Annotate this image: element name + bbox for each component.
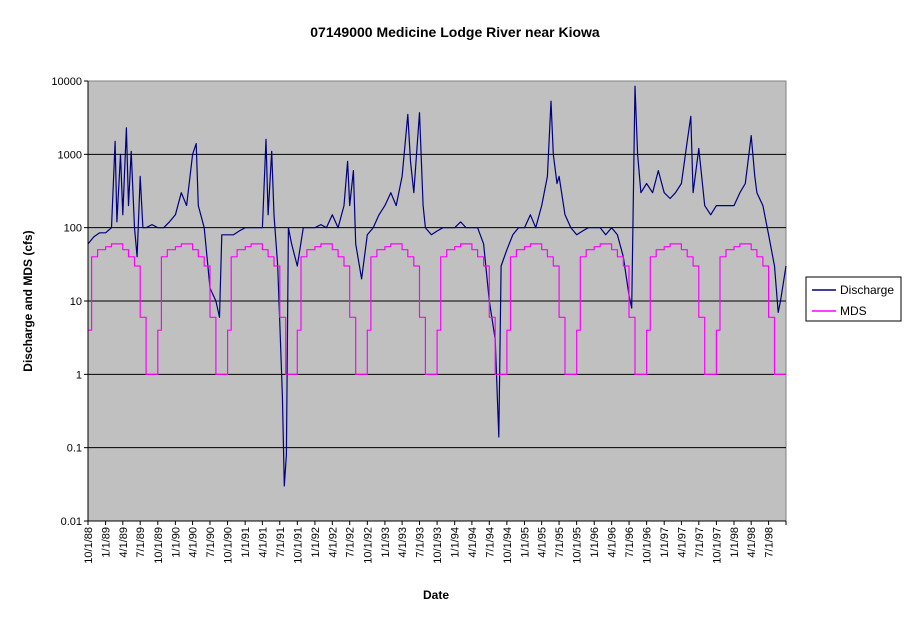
x-tick-label: 10/1/89 bbox=[153, 527, 165, 564]
x-tick-label: 7/1/92 bbox=[345, 527, 357, 558]
y-tick-label: 0.01 bbox=[61, 516, 82, 528]
series-lines bbox=[87, 85, 787, 487]
y-tick-label: 100 bbox=[64, 223, 82, 235]
x-tick-label: 4/1/93 bbox=[397, 527, 409, 558]
legend-label-discharge: Discharge bbox=[840, 283, 894, 297]
x-tick-label: 7/1/94 bbox=[484, 527, 496, 558]
legend-label-mds: MDS bbox=[840, 304, 867, 318]
legend-box bbox=[805, 276, 902, 322]
x-tick-label: 1/1/98 bbox=[729, 527, 741, 558]
x-tick-label: 10/1/91 bbox=[292, 527, 304, 564]
x-tick-label: 1/1/94 bbox=[450, 527, 462, 558]
x-tick-label: 4/1/95 bbox=[537, 527, 549, 558]
x-tick-label: 1/1/90 bbox=[170, 527, 182, 558]
x-tick-label: 1/1/93 bbox=[380, 527, 392, 558]
x-tick-label: 4/1/96 bbox=[607, 527, 619, 558]
x-tick-label: 7/1/91 bbox=[275, 527, 287, 558]
x-tick-label: 4/1/89 bbox=[118, 527, 130, 558]
y-axis-title: Discharge and MDS (cfs) bbox=[21, 230, 35, 371]
y-tick-label: 0.1 bbox=[67, 443, 82, 455]
y-tick-label: 10 bbox=[70, 296, 82, 308]
x-tick-label: 7/1/96 bbox=[624, 527, 636, 558]
y-axis-ticks: 0.01 0.1 1 10 100 1000 10000 bbox=[51, 76, 88, 528]
x-tick-label: 4/1/91 bbox=[257, 527, 269, 558]
x-tick-label: 4/1/97 bbox=[676, 527, 688, 558]
x-tick-label: 1/1/97 bbox=[659, 527, 671, 558]
x-tick-label: 1/1/91 bbox=[240, 527, 252, 558]
x-tick-label: 1/1/92 bbox=[310, 527, 322, 558]
x-tick-label: 1/1/96 bbox=[589, 527, 601, 558]
x-tick-label: 7/1/95 bbox=[554, 527, 566, 558]
x-tick-label: 10/1/95 bbox=[572, 527, 584, 564]
x-tick-label: 10/1/96 bbox=[642, 527, 654, 564]
x-tick-label: 7/1/89 bbox=[135, 527, 147, 558]
x-tick-label: 4/1/94 bbox=[467, 527, 479, 558]
legend: Discharge MDS bbox=[805, 276, 902, 322]
x-tick-label: 10/1/94 bbox=[502, 527, 514, 564]
x-tick-label: 7/1/93 bbox=[415, 527, 427, 558]
x-tick-label: 10/1/97 bbox=[711, 527, 723, 564]
x-tick-label: 1/1/95 bbox=[519, 527, 531, 558]
series-line-discharge bbox=[87, 85, 787, 487]
x-tick-label: 10/1/90 bbox=[223, 527, 235, 564]
y-tick-label: 10000 bbox=[51, 76, 82, 88]
x-tick-label: 7/1/97 bbox=[694, 527, 706, 558]
x-tick-label: 4/1/98 bbox=[746, 527, 758, 558]
x-tick-label: 4/1/92 bbox=[327, 527, 339, 558]
x-axis-ticks: 10/1/88 1/1/89 4/1/89 7/1/89 10/1/89 1/1/90 4/… bbox=[83, 521, 787, 564]
x-tick-label: 7/1/90 bbox=[205, 527, 217, 558]
y-tick-label: 1 bbox=[76, 369, 82, 381]
x-tick-label: 7/1/98 bbox=[764, 527, 776, 558]
x-tick-label: 10/1/88 bbox=[83, 527, 95, 564]
x-tick-label: 10/1/92 bbox=[362, 527, 374, 564]
x-axis-title: Date bbox=[423, 588, 449, 602]
x-tick-label: 10/1/93 bbox=[432, 527, 444, 564]
chart-title: 07149000 Medicine Lodge River near Kiowa bbox=[310, 24, 600, 40]
x-tick-label: 1/1/89 bbox=[101, 527, 113, 558]
y-tick-label: 1000 bbox=[58, 149, 82, 161]
series-line-mds bbox=[88, 243, 786, 375]
x-tick-label: 4/1/90 bbox=[188, 527, 200, 558]
